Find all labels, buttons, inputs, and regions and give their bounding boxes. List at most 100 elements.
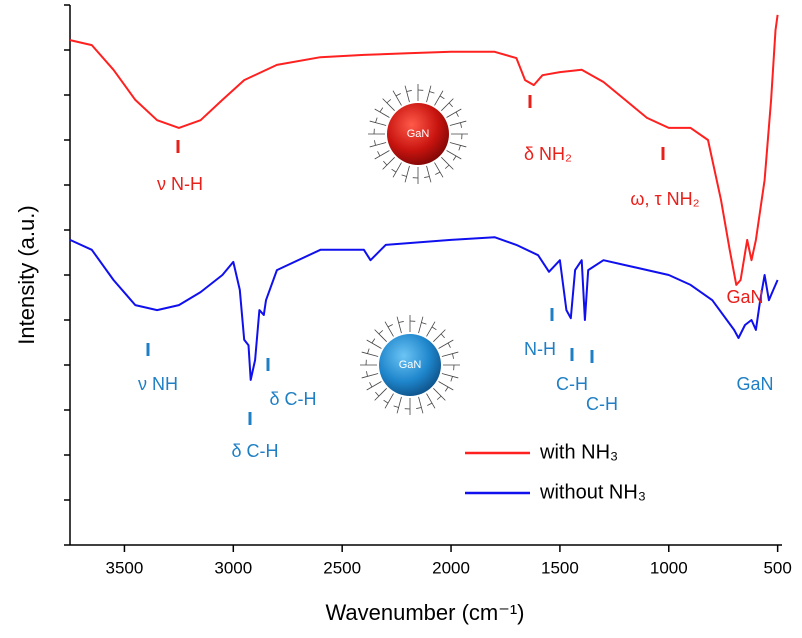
ligand [434, 90, 444, 106]
annotation: δ C-H [231, 441, 278, 461]
ligand [377, 151, 381, 157]
ligand [446, 108, 462, 118]
ligand [424, 176, 430, 178]
x-axis-label: Wavenumber (cm⁻¹) [325, 600, 524, 625]
ligand [374, 329, 387, 342]
ligand [382, 98, 395, 111]
ligand [418, 396, 424, 414]
ligand [441, 98, 454, 111]
ligand [458, 145, 461, 151]
annotation: C-H [556, 374, 588, 394]
ligand [438, 339, 454, 349]
annotation: δ C-H [269, 389, 316, 409]
x-tick-label: 2500 [323, 558, 361, 577]
ligand [383, 160, 388, 166]
ligand [369, 142, 387, 148]
ligand [387, 324, 393, 328]
ligand [375, 391, 380, 397]
ligand [426, 165, 432, 183]
legend-label: without NH₃ [539, 481, 646, 503]
annotation: ν N-H [157, 174, 203, 194]
ligand [426, 321, 436, 337]
ligand [401, 174, 407, 177]
ligand [448, 102, 453, 108]
ligand [361, 373, 379, 379]
series-line [69, 14, 779, 286]
annotation: GaN [726, 287, 763, 307]
particle-label: GaN [407, 128, 430, 140]
ligand [393, 405, 399, 408]
annotation: ω, τ NH₂ [630, 189, 699, 209]
ligand [375, 117, 378, 123]
ligand [386, 99, 392, 104]
ligand [426, 393, 436, 409]
ligand [369, 382, 373, 388]
particle-label: GaN [399, 359, 422, 371]
ligand [444, 386, 449, 392]
ligand [366, 381, 382, 391]
ligand [382, 157, 395, 170]
x-tick-label: 500 [763, 558, 791, 577]
ligand [440, 333, 445, 339]
annotation: δ NH₂ [524, 144, 572, 164]
ligand [441, 157, 454, 170]
ligand [441, 351, 459, 357]
ligand [374, 388, 387, 401]
ligand [429, 91, 435, 94]
series-line [69, 236, 779, 381]
ligand [450, 376, 453, 382]
legend-label: with NH₃ [539, 441, 618, 463]
ligand [369, 120, 387, 126]
ligand [374, 108, 390, 118]
ligand [396, 316, 402, 334]
x-tick-label: 3000 [214, 558, 252, 577]
annotation: GaN [736, 374, 773, 394]
ligand [392, 90, 402, 106]
ligand [384, 321, 394, 337]
ligand [378, 330, 384, 335]
ligand [374, 140, 376, 146]
ligand [444, 164, 450, 169]
annotation: ν NH [138, 374, 178, 394]
ligand [384, 393, 394, 409]
ligand [434, 162, 444, 178]
ligand [395, 93, 401, 97]
ligand [406, 90, 412, 92]
ligand [416, 407, 422, 409]
ligand [418, 316, 424, 334]
y-axis-label: Intensity (a.u.) [14, 205, 39, 344]
ligand [439, 95, 445, 100]
ligand [433, 388, 446, 401]
ligand [452, 353, 454, 359]
ligand [452, 155, 457, 161]
ligand [374, 150, 390, 160]
x-tick-label: 1500 [541, 558, 579, 577]
ligand-halos [360, 84, 468, 415]
ligand [460, 122, 462, 128]
ligand [396, 396, 402, 414]
ligand [436, 395, 442, 400]
ligand [427, 402, 433, 406]
ligand [404, 85, 410, 103]
ligand [398, 321, 404, 323]
ligand [438, 381, 454, 391]
ligand [361, 351, 379, 357]
ligand [441, 373, 459, 379]
annotation: N-H [524, 339, 556, 359]
x-tick-label: 2000 [432, 558, 470, 577]
ligand [367, 348, 370, 354]
x-tick-label: 1000 [650, 558, 688, 577]
ligand [447, 342, 451, 348]
ligand [446, 150, 462, 160]
ligand [449, 120, 467, 126]
ligand [435, 171, 441, 175]
gan-particle [379, 334, 441, 396]
ligand [431, 326, 437, 331]
ligand [433, 329, 446, 342]
ligand [404, 165, 410, 183]
ligand [449, 142, 467, 148]
x-tick-label: 3500 [106, 558, 144, 577]
ligand [366, 339, 382, 349]
ligand [371, 338, 376, 344]
